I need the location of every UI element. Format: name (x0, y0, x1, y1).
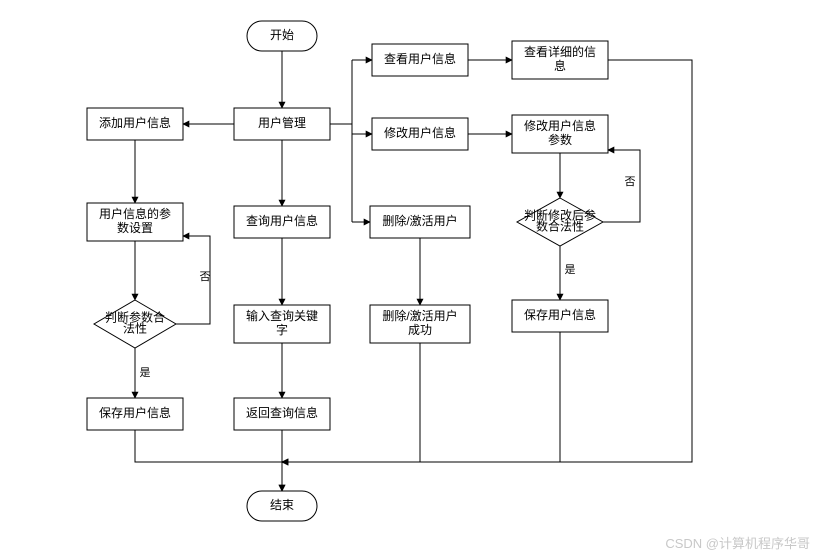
node-label: 修改用户信息 (384, 125, 456, 140)
edge-label: 否 (625, 176, 636, 188)
edge-label: 是 (140, 366, 151, 379)
node-save1: 保存用户信息 (87, 398, 183, 430)
edge (282, 332, 560, 462)
node-view_info: 查看用户信息 (372, 44, 468, 76)
node-label: 用户管理 (258, 115, 306, 130)
edge (135, 430, 282, 491)
node-query_info: 查询用户信息 (234, 206, 330, 238)
watermark: CSDN @计算机程序华哥 (665, 536, 810, 551)
node-edit_info: 修改用户信息 (372, 118, 468, 150)
node-user_mgmt: 用户管理 (234, 108, 330, 140)
node-param_set: 用户信息的参数设置 (87, 203, 183, 241)
node-del_act: 删除/激活用户 (370, 206, 470, 238)
node-view_detail: 查看详细的信息 (512, 41, 608, 79)
node-save2: 保存用户信息 (512, 300, 608, 332)
node-label: 返回查询信息 (246, 405, 318, 420)
edge (282, 60, 692, 462)
node-label: 删除/激活用户 (382, 213, 457, 228)
node-edit_params: 修改用户信息参数 (512, 115, 608, 153)
node-label: 添加用户信息 (99, 115, 171, 130)
node-end: 结束 (247, 491, 317, 521)
node-start: 开始 (247, 21, 317, 51)
node-judge1: 判断参数合法性 (94, 300, 176, 348)
node-label: 查看用户信息 (384, 51, 456, 66)
edge-label: 是 (565, 263, 576, 276)
edge-label: 否 (200, 271, 211, 283)
node-label: 结束 (270, 498, 294, 512)
node-return_q: 返回查询信息 (234, 398, 330, 430)
node-add_info: 添加用户信息 (87, 108, 183, 140)
node-input_kw: 输入查询关键字 (234, 305, 330, 343)
node-label: 保存用户信息 (524, 307, 596, 322)
nodes-layer: 开始用户管理 添加用户信息 查看用户信息 查看详细的信息修改用户信息 修改用户信息参数查… (87, 21, 608, 521)
node-label: 开始 (270, 28, 294, 42)
node-label: 查询用户信息 (246, 213, 318, 228)
node-del_ok: 删除/激活用户成功 (370, 305, 470, 343)
node-judge2: 判断修改后参数合法性 (517, 198, 603, 246)
node-label: 保存用户信息 (99, 405, 171, 420)
